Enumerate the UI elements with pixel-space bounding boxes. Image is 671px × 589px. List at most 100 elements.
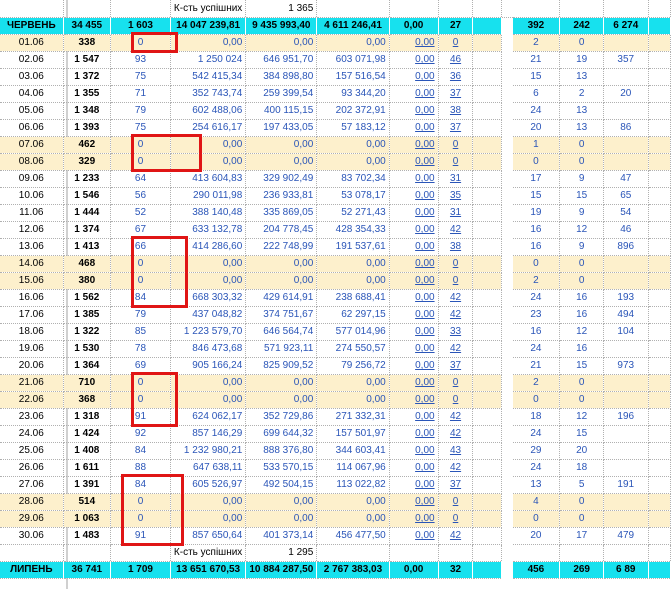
data-cell[interactable]: 196 <box>603 408 649 426</box>
data-cell[interactable]: 0 <box>512 255 561 273</box>
data-cell[interactable] <box>472 238 502 256</box>
data-cell[interactable] <box>472 187 502 205</box>
data-cell[interactable]: 38 <box>438 238 474 256</box>
data-cell[interactable]: 0,00 <box>389 170 439 188</box>
date-cell[interactable]: 29.06 <box>0 510 64 528</box>
date-cell[interactable]: 05.06 <box>0 102 64 120</box>
data-cell[interactable]: 0,00 <box>316 272 390 290</box>
data-cell[interactable]: 699 644,32 <box>245 425 318 443</box>
data-cell[interactable]: 577 014,96 <box>316 323 390 341</box>
data-cell[interactable]: 0 <box>438 374 474 392</box>
data-cell[interactable]: 53 078,17 <box>316 187 390 205</box>
data-cell[interactable] <box>648 204 671 222</box>
data-cell[interactable] <box>648 187 671 205</box>
total-cell[interactable]: 392 <box>512 17 561 35</box>
data-cell[interactable]: 16 <box>559 289 605 307</box>
data-cell[interactable]: 344 603,41 <box>316 442 390 460</box>
data-cell[interactable] <box>472 408 502 426</box>
data-cell[interactable]: 222 748,99 <box>245 238 318 256</box>
data-cell[interactable]: 54 <box>603 204 649 222</box>
data-cell[interactable] <box>603 153 649 171</box>
data-cell[interactable]: 0,00 <box>389 425 439 443</box>
data-cell[interactable]: 37 <box>438 357 474 375</box>
data-cell[interactable] <box>648 408 671 426</box>
data-cell[interactable] <box>648 476 671 494</box>
data-cell[interactable]: 456 477,50 <box>316 527 390 545</box>
data-cell[interactable]: 191 537,61 <box>316 238 390 256</box>
date-cell[interactable]: 28.06 <box>0 493 64 511</box>
data-cell[interactable]: 47 <box>603 170 649 188</box>
data-cell[interactable]: 479 <box>603 527 649 545</box>
data-cell[interactable]: 0,00 <box>245 391 318 409</box>
data-cell[interactable]: 357 <box>603 51 649 69</box>
data-cell[interactable]: 2 <box>512 272 561 290</box>
data-cell[interactable]: 0,00 <box>389 527 439 545</box>
data-cell[interactable]: 542 415,34 <box>170 68 247 86</box>
data-cell[interactable]: 16 <box>512 221 561 239</box>
data-cell[interactable]: 24 <box>512 340 561 358</box>
data-cell[interactable] <box>648 238 671 256</box>
data-cell[interactable]: 400 115,15 <box>245 102 318 120</box>
data-cell[interactable]: 603 071,98 <box>316 51 390 69</box>
data-cell[interactable] <box>648 119 671 137</box>
data-cell[interactable] <box>648 357 671 375</box>
data-cell[interactable]: 0 <box>559 510 605 528</box>
data-cell[interactable]: 43 <box>438 442 474 460</box>
summary-value[interactable]: 1 365 <box>245 0 318 18</box>
data-cell[interactable]: 0,00 <box>389 136 439 154</box>
data-cell[interactable]: 15 <box>512 68 561 86</box>
data-cell[interactable] <box>648 136 671 154</box>
data-cell[interactable] <box>603 68 649 86</box>
data-cell[interactable]: 93 <box>110 51 171 69</box>
data-cell[interactable]: 896 <box>603 238 649 256</box>
data-cell[interactable]: 202 372,91 <box>316 102 390 120</box>
date-cell[interactable]: 11.06 <box>0 204 64 222</box>
data-cell[interactable]: 0 <box>110 153 171 171</box>
data-cell[interactable] <box>472 357 502 375</box>
date-cell[interactable]: 10.06 <box>0 187 64 205</box>
data-cell[interactable]: 37 <box>438 119 474 137</box>
data-cell[interactable] <box>648 34 671 52</box>
data-cell[interactable]: 85 <box>110 323 171 341</box>
total-cell[interactable]: 1 603 <box>110 17 171 35</box>
data-cell[interactable]: 37 <box>438 476 474 494</box>
data-cell[interactable]: 42 <box>438 221 474 239</box>
data-cell[interactable]: 0 <box>438 391 474 409</box>
data-cell[interactable]: 24 <box>512 459 561 477</box>
date-cell[interactable]: 22.06 <box>0 391 64 409</box>
data-cell[interactable]: 0 <box>559 34 605 52</box>
data-cell[interactable] <box>472 272 502 290</box>
data-cell[interactable] <box>472 340 502 358</box>
data-cell[interactable]: 0,00 <box>245 153 318 171</box>
data-cell[interactable]: 254 616,17 <box>170 119 247 137</box>
data-cell[interactable]: 0 <box>110 136 171 154</box>
data-cell[interactable]: 1 444 <box>63 204 112 222</box>
data-cell[interactable]: 4 <box>512 493 561 511</box>
data-cell[interactable]: 0 <box>438 510 474 528</box>
data-cell[interactable]: 9 <box>559 204 605 222</box>
data-cell[interactable]: 24 <box>512 289 561 307</box>
data-cell[interactable]: 0,00 <box>316 374 390 392</box>
data-cell[interactable]: 13 <box>559 68 605 86</box>
data-cell[interactable]: 1 391 <box>63 476 112 494</box>
data-cell[interactable]: 0 <box>559 272 605 290</box>
data-cell[interactable]: 888 376,80 <box>245 442 318 460</box>
data-cell[interactable]: 338 <box>63 34 112 52</box>
data-cell[interactable]: 79 <box>110 306 171 324</box>
data-cell[interactable]: 0,00 <box>245 510 318 528</box>
data-cell[interactable]: 1 562 <box>63 289 112 307</box>
data-cell[interactable] <box>603 493 649 511</box>
data-cell[interactable] <box>648 374 671 392</box>
data-cell[interactable]: 46 <box>438 51 474 69</box>
total-cell[interactable]: 10 884 287,50 <box>245 561 318 579</box>
data-cell[interactable]: 13 <box>559 119 605 137</box>
summary-label[interactable]: К-сть успішних <box>170 544 247 562</box>
data-cell[interactable] <box>648 68 671 86</box>
data-cell[interactable]: 71 <box>110 85 171 103</box>
total-cell[interactable]: 0,00 <box>389 561 439 579</box>
data-cell[interactable]: 0,00 <box>389 459 439 477</box>
data-cell[interactable]: 5 <box>559 476 605 494</box>
data-cell[interactable]: 37 <box>438 85 474 103</box>
data-cell[interactable]: 1 250 024 <box>170 51 247 69</box>
data-cell[interactable]: 0 <box>512 153 561 171</box>
